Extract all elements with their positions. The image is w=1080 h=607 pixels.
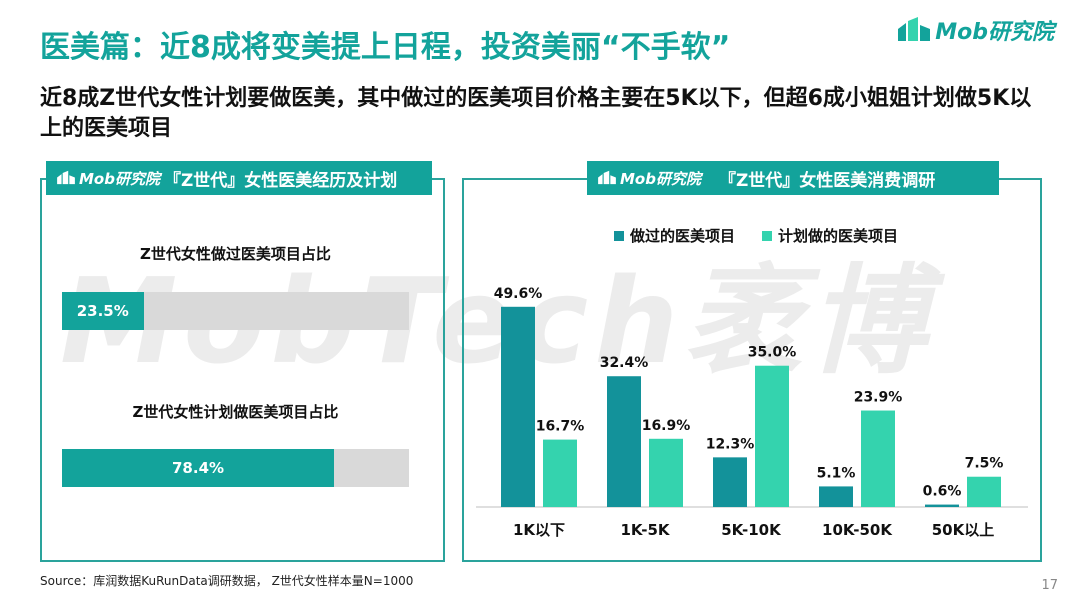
legend-label: 做过的医美项目 bbox=[629, 227, 735, 245]
bar-value-label: 5.1% bbox=[817, 465, 856, 481]
logo-mark-icon bbox=[898, 17, 931, 41]
plan-bar-value: 78.4% bbox=[172, 459, 225, 477]
logo-mark-icon bbox=[57, 170, 75, 185]
legend-item-1: 计划做的医美项目 bbox=[762, 227, 898, 245]
bar-value-label: 7.5% bbox=[965, 456, 1004, 472]
left-panel-logo: Mob研究院 bbox=[56, 168, 160, 189]
bar-0-3 bbox=[819, 486, 853, 507]
done-bar-label: Z世代女性做过医美项目占比 bbox=[140, 245, 331, 263]
right-panel-logo: Mob研究院 bbox=[597, 168, 701, 189]
legend-label: 计划做的医美项目 bbox=[778, 227, 898, 245]
plan-bar-fill bbox=[62, 449, 335, 487]
logo-mark-icon bbox=[598, 170, 616, 185]
plan-bar-track: 78.4% bbox=[62, 449, 409, 487]
done-bar-track: 23.5% bbox=[62, 292, 409, 330]
legend-swatch bbox=[762, 231, 772, 241]
bar-0-4 bbox=[925, 504, 959, 507]
bar-0-2 bbox=[713, 457, 747, 507]
bar-value-label: 49.6% bbox=[494, 286, 543, 302]
bar-0-1 bbox=[607, 376, 641, 507]
plan-bar-label: Z世代女性计划做医美项目占比 bbox=[132, 403, 339, 421]
left-panel-title: 『Z世代』女性医美经历及计划 bbox=[163, 170, 398, 191]
right-panel-header: Mob研究院 『Z世代』女性医美消费调研 bbox=[587, 161, 999, 195]
bar-value-label: 16.9% bbox=[642, 418, 691, 434]
x-tick-label: 10K-50K bbox=[822, 521, 893, 539]
x-tick-label: 1K以下 bbox=[513, 521, 565, 539]
page-title: 医美篇：近8成将变美提上日程，投资美丽“不手软” bbox=[40, 30, 731, 65]
bar-0-0 bbox=[501, 306, 535, 507]
bar-value-label: 0.6% bbox=[923, 484, 962, 500]
done-bar-fill bbox=[62, 292, 144, 330]
price-range-bar-chart: 做过的医美项目 计划做的医美项目 49.6% 16.7% 1K以下 32.4% 16.9% 1… bbox=[476, 227, 1028, 539]
bar-1-4 bbox=[967, 476, 1001, 507]
legend-item-0: 做过的医美项目 bbox=[614, 227, 735, 245]
right-panel-title: 『Z世代』女性医美消费调研 bbox=[718, 170, 936, 191]
bar-1-1 bbox=[649, 438, 683, 507]
done-bar-value: 23.5% bbox=[76, 302, 129, 320]
bar-value-label: 32.4% bbox=[600, 355, 649, 371]
source-note: Source：库润数据KuRunData调研数据， Z世代女性样本量N=1000 bbox=[40, 574, 414, 588]
brand-logo: Mob研究院 bbox=[896, 12, 1054, 48]
logo-text: Mob研究院 bbox=[935, 20, 1054, 45]
x-tick-label: 50K以上 bbox=[932, 521, 995, 539]
left-panel bbox=[40, 178, 445, 562]
subtitle: 近8成Z世代女性计划要做医美，其中做过的医美项目价格主要在5K以下，但超6成小姐… bbox=[40, 86, 1032, 141]
bar-value-label: 35.0% bbox=[748, 345, 797, 361]
bar-1-3 bbox=[861, 410, 895, 507]
page-number: 17 bbox=[1041, 578, 1058, 593]
bar-1-2 bbox=[755, 365, 789, 507]
bar-1-0 bbox=[543, 439, 577, 507]
x-tick-label: 5K-10K bbox=[721, 521, 782, 539]
bar-value-label: 23.9% bbox=[854, 390, 903, 406]
left-panel-header: Mob研究院 『Z世代』女性医美经历及计划 bbox=[46, 161, 432, 195]
right-panel-logo-text: Mob研究院 bbox=[620, 169, 701, 188]
bar-value-label: 16.7% bbox=[536, 419, 585, 435]
left-panel-logo-text: Mob研究院 bbox=[79, 169, 160, 188]
bar-value-label: 12.3% bbox=[706, 436, 755, 452]
legend-swatch bbox=[614, 231, 624, 241]
x-tick-label: 1K-5K bbox=[620, 521, 670, 539]
